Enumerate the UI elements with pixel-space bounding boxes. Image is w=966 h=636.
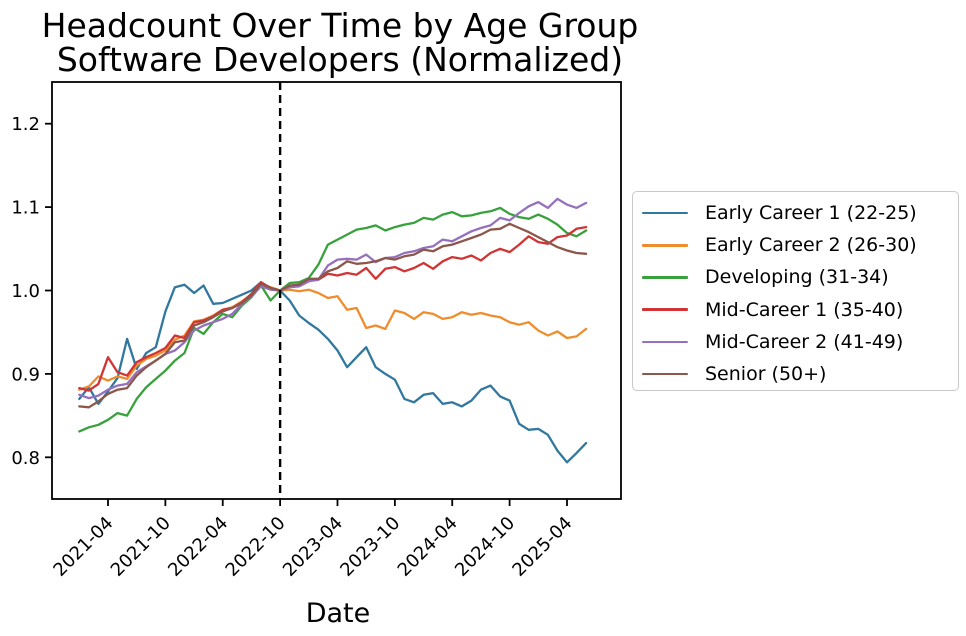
x-tick-label: 2022-04 — [164, 513, 232, 581]
legend-line-swatch — [642, 308, 688, 311]
x-tick-label: 2025-04 — [508, 513, 576, 581]
plot-frame — [51, 81, 622, 500]
x-tick-label: 2022-10 — [222, 513, 290, 581]
chart-title-line2: Software Developers (Normalized) — [57, 40, 623, 79]
y-tick-label: 1.0 — [11, 281, 40, 302]
x-tick-label: 2024-04 — [394, 513, 462, 581]
legend-line-swatch — [642, 243, 688, 247]
legend-item: Developing (31-34) — [633, 261, 958, 293]
legend-label: Mid-Career 2 (41-49) — [705, 330, 904, 353]
legend-line-swatch — [642, 372, 688, 376]
series-line — [78, 222, 588, 409]
legend-item: Mid-Career 1 (35-40) — [633, 294, 958, 326]
series-line — [78, 206, 588, 433]
x-tick-label: 2021-04 — [49, 513, 117, 581]
x-tick-label: 2024-10 — [451, 513, 519, 581]
y-tick-label: 1.2 — [11, 114, 40, 135]
series-line — [78, 282, 588, 391]
series-line — [78, 281, 588, 464]
chart-title-line1: Headcount Over Time by Age Group — [42, 6, 639, 45]
legend-item: Senior (50+) — [633, 358, 958, 390]
series-lines — [78, 197, 588, 464]
legend-line-swatch — [642, 211, 688, 215]
legend-item: Mid-Career 2 (41-49) — [633, 326, 958, 358]
x-axis-label: Date — [306, 598, 371, 629]
series-line — [78, 197, 588, 400]
legend-label: Mid-Career 1 (35-40) — [705, 298, 904, 321]
x-tick-label: 2023-10 — [336, 513, 404, 581]
legend: Early Career 1 (22-25) Early Career 2 (26… — [632, 191, 959, 391]
x-tick-label: 2021-10 — [107, 513, 175, 581]
legend-item: Early Career 2 (26-30) — [633, 229, 958, 261]
y-tick-label: 0.8 — [11, 448, 40, 469]
legend-item: Early Career 1 (22-25) — [633, 197, 958, 229]
axes: 0.8 0.9 1.0 1.1 1.2 2021-042021-102022-042022… — [11, 81, 622, 581]
legend-line-swatch — [642, 276, 688, 279]
legend-label: Early Career 1 (22-25) — [705, 202, 917, 225]
legend-label: Senior (50+) — [705, 363, 827, 386]
legend-line-swatch — [642, 340, 688, 344]
y-tick-label: 0.9 — [11, 364, 40, 385]
legend-label: Developing (31-34) — [705, 266, 889, 289]
y-tick-label: 1.1 — [11, 198, 40, 219]
x-tick-label: 2023-04 — [279, 513, 347, 581]
legend-label: Early Career 2 (26-30) — [705, 234, 917, 257]
series-line — [78, 225, 588, 392]
